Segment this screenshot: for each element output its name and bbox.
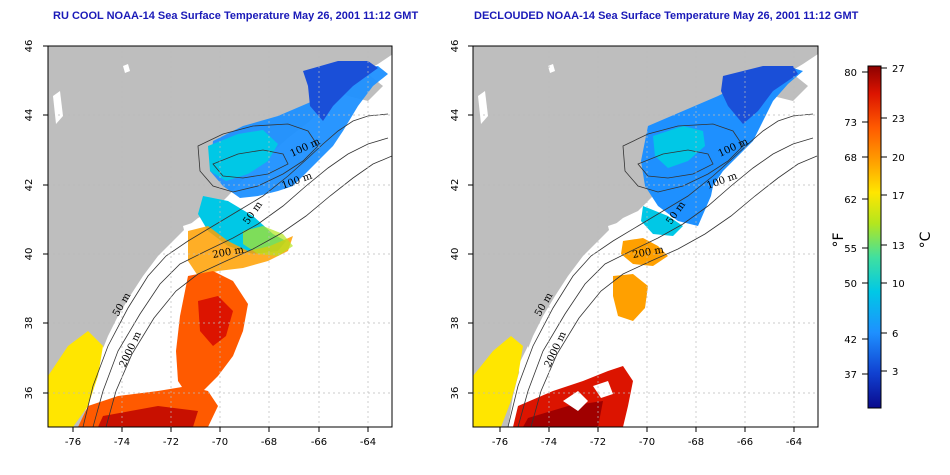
- left-panel-title: RU COOL NOAA-14 Sea Surface Temperature …: [53, 10, 419, 22]
- right-panel-title: DECLOUDED NOAA-14 Sea Surface Temperatur…: [474, 10, 859, 22]
- left-x-tick: -70: [212, 437, 228, 448]
- colorbar-c-tick: 27: [892, 64, 905, 75]
- colorbar-c-tick: 20: [892, 153, 905, 164]
- right-x-tick: -68: [688, 437, 704, 448]
- colorbar-c-tick: 17: [892, 191, 905, 202]
- left-y-tick: 44: [24, 109, 35, 122]
- right-x-tick: -72: [590, 437, 606, 448]
- left-x-tick: -72: [163, 437, 179, 448]
- left-x-axis: -76 -74 -72 -70 -68 -66 -64: [65, 427, 376, 448]
- colorbar-f-tick: 62: [844, 195, 857, 206]
- colorbar-celsius-label: °C: [918, 231, 934, 248]
- left-x-tick: -74: [114, 437, 130, 448]
- left-y-tick: 46: [24, 40, 35, 53]
- left-x-tick: -68: [261, 437, 277, 448]
- left-y-tick: 38: [24, 317, 35, 330]
- colorbar-c-tick: 23: [892, 114, 905, 125]
- right-y-axis: 36 38 40 42 44 46: [450, 40, 473, 400]
- colorbar-gradient: [867, 65, 882, 409]
- left-x-tick: -66: [311, 437, 327, 448]
- colorbar-f-tick: 42: [844, 335, 857, 346]
- left-map: [47, 45, 393, 428]
- right-y-tick: 40: [450, 248, 461, 261]
- left-y-tick: 40: [24, 248, 35, 261]
- right-y-tick: 38: [450, 317, 461, 330]
- right-x-tick: -64: [786, 437, 802, 448]
- left-y-axis: 36 38 40 42 44 46: [24, 40, 48, 400]
- left-x-tick: -76: [65, 437, 81, 448]
- right-x-axis: -76 -74 -72 -70 -68 -66 -64: [492, 427, 802, 448]
- right-x-tick: -74: [541, 437, 557, 448]
- left-x-tick: -64: [360, 437, 376, 448]
- left-y-tick: 36: [24, 387, 35, 400]
- right-x-tick: -66: [737, 437, 753, 448]
- colorbar-c-tick: 10: [892, 279, 905, 290]
- right-map: [472, 45, 819, 428]
- colorbar-c-tick: 3: [892, 367, 898, 378]
- colorbar-f-tick: 37: [844, 370, 857, 381]
- right-y-tick: 36: [450, 387, 461, 400]
- right-y-tick: 44: [450, 109, 461, 122]
- colorbar-f-tick: 80: [844, 68, 857, 79]
- colorbar-f-tick: 50: [844, 279, 857, 290]
- colorbar-f-tick: 73: [844, 118, 857, 129]
- colorbar: 80 73 68 62 55 50 42 37 27 23 20 17 13 1…: [831, 64, 934, 409]
- right-y-tick: 42: [450, 179, 461, 192]
- colorbar-c-tick: 13: [892, 241, 905, 252]
- colorbar-fahrenheit-label: °F: [831, 232, 847, 247]
- left-y-tick: 42: [24, 179, 35, 192]
- right-x-tick: -70: [639, 437, 655, 448]
- colorbar-c-tick: 6: [892, 329, 898, 340]
- right-x-tick: -76: [492, 437, 508, 448]
- colorbar-f-tick: 68: [844, 153, 857, 164]
- colorbar-f-tick: 55: [844, 244, 857, 255]
- right-y-tick: 46: [450, 40, 461, 53]
